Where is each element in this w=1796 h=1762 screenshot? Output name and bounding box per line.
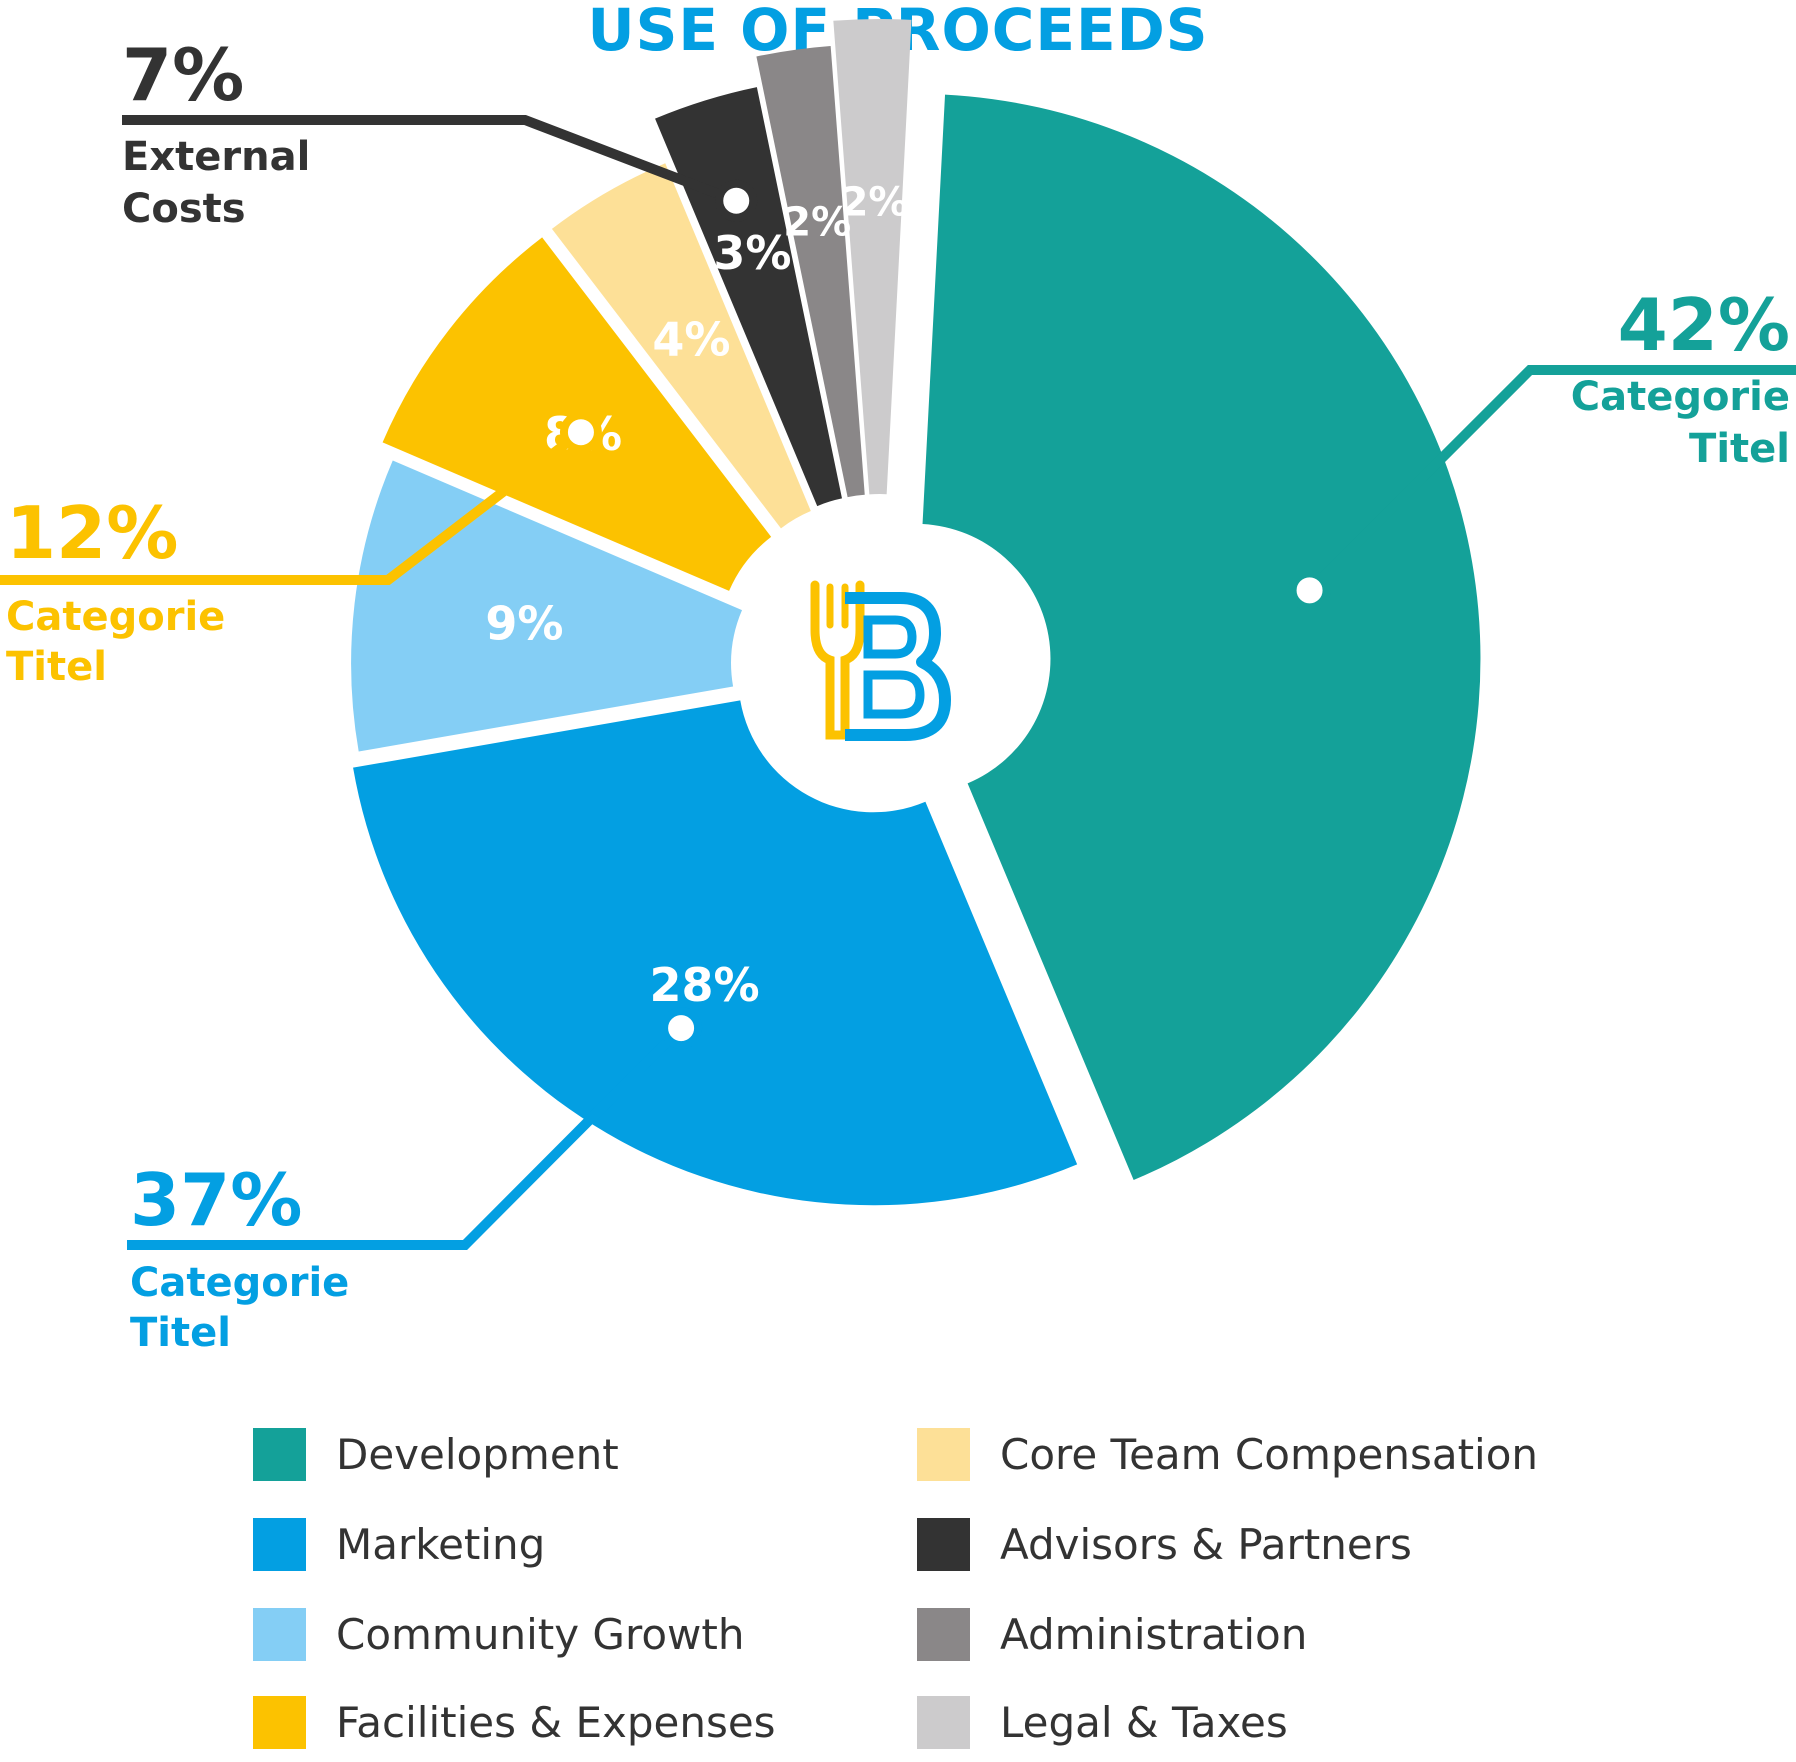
callout-marker-dark — [715, 179, 758, 222]
legend-label-community-growth: Community Growth — [336, 1610, 744, 1659]
legend-label-administration: Administration — [1000, 1610, 1307, 1659]
legend: Development Marketing Community Growth Faci… — [253, 1428, 1538, 1749]
legend-label-development: Development — [336, 1430, 619, 1479]
legend-label-facilities-and-expenses: Facilities & Expenses — [336, 1698, 776, 1747]
legend-item-development: Development — [253, 1428, 619, 1481]
legend-item-core-team-compensation: Core Team Compensation — [917, 1428, 1538, 1481]
slice-legal-and-taxes — [833, 19, 912, 495]
callout-line-blue — [127, 1024, 685, 1250]
pie-slice-labels: 28%9%8%4%3%2%2% — [485, 180, 908, 1013]
slice-label-administration: 2% — [783, 199, 851, 245]
slice-core-team-compensation — [551, 163, 811, 529]
legend-item-marketing: Marketing — [253, 1518, 545, 1571]
callout-category-teal-line1: Categorie — [1571, 374, 1790, 420]
callout-percent-teal: 42% — [1618, 283, 1790, 367]
callout-category-dark-line1: External — [122, 134, 310, 180]
slice-label-marketing: 28% — [650, 958, 760, 1012]
legend-item-legal-and-taxes: Legal & Taxes — [917, 1696, 1288, 1749]
callout-line-teal — [1306, 365, 1796, 594]
callout-category-yellow-line2: Titel — [6, 644, 107, 690]
callout-percent-dark: 7% — [122, 33, 244, 117]
legend-swatch-development — [253, 1428, 306, 1481]
group-callouts: 42%CategorieTitel37%CategorieTitel12%Cat… — [0, 33, 1796, 1356]
legend-swatch-core-team-compensation — [917, 1428, 970, 1481]
callout-percent-yellow: 12% — [6, 491, 178, 575]
legend-label-marketing: Marketing — [336, 1520, 545, 1569]
callout-line-dark — [122, 115, 739, 206]
legend-swatch-facilities-and-expenses — [253, 1696, 306, 1749]
legend-label-core-team-compensation: Core Team Compensation — [1000, 1430, 1538, 1479]
fork-b-logo-icon — [752, 537, 1008, 793]
slice-development — [922, 94, 1481, 1181]
callout-category-dark-line2: Costs — [122, 186, 246, 232]
legend-item-administration: Administration — [917, 1608, 1307, 1661]
legend-swatch-marketing — [253, 1518, 306, 1571]
slice-label-community-growth: 9% — [485, 596, 563, 650]
callout-category-yellow-line1: Categorie — [6, 594, 225, 640]
slice-label-legal-and-taxes: 2% — [841, 180, 909, 226]
callout-percent-blue: 37% — [130, 1158, 302, 1242]
slice-label-advisors-and-partners: 3% — [713, 226, 791, 280]
letter-b-inner — [863, 615, 925, 719]
callout-marker-yellow — [559, 411, 602, 454]
callout-category-teal-line2: Titel — [1689, 426, 1790, 472]
slice-marketing — [353, 700, 1078, 1206]
callout-category-blue-line2: Titel — [130, 1310, 231, 1356]
slice-label-core-team-compensation: 4% — [652, 312, 730, 366]
legend-swatch-legal-and-taxes — [917, 1696, 970, 1749]
legend-item-advisors-and-partners: Advisors & Partners — [917, 1518, 1412, 1571]
letter-b-outer — [845, 592, 951, 741]
logo-background — [752, 537, 1008, 793]
callout-category-blue-line1: Categorie — [130, 1260, 349, 1306]
legend-label-advisors-and-partners: Advisors & Partners — [1000, 1520, 1412, 1569]
callout-marker-blue — [660, 1007, 703, 1050]
slice-administration — [756, 46, 865, 498]
legend-swatch-advisors-and-partners — [917, 1518, 970, 1571]
legend-item-facilities-and-expenses: Facilities & Expenses — [253, 1696, 776, 1749]
callout-marker-teal — [1288, 569, 1331, 612]
center-logo — [752, 537, 1008, 793]
legend-item-community-growth: Community Growth — [253, 1608, 744, 1661]
legend-label-legal-and-taxes: Legal & Taxes — [1000, 1698, 1288, 1747]
fork-icon — [810, 580, 865, 740]
legend-swatch-administration — [917, 1608, 970, 1661]
callout-line-yellow — [0, 428, 584, 585]
legend-swatch-community-growth — [253, 1608, 306, 1661]
